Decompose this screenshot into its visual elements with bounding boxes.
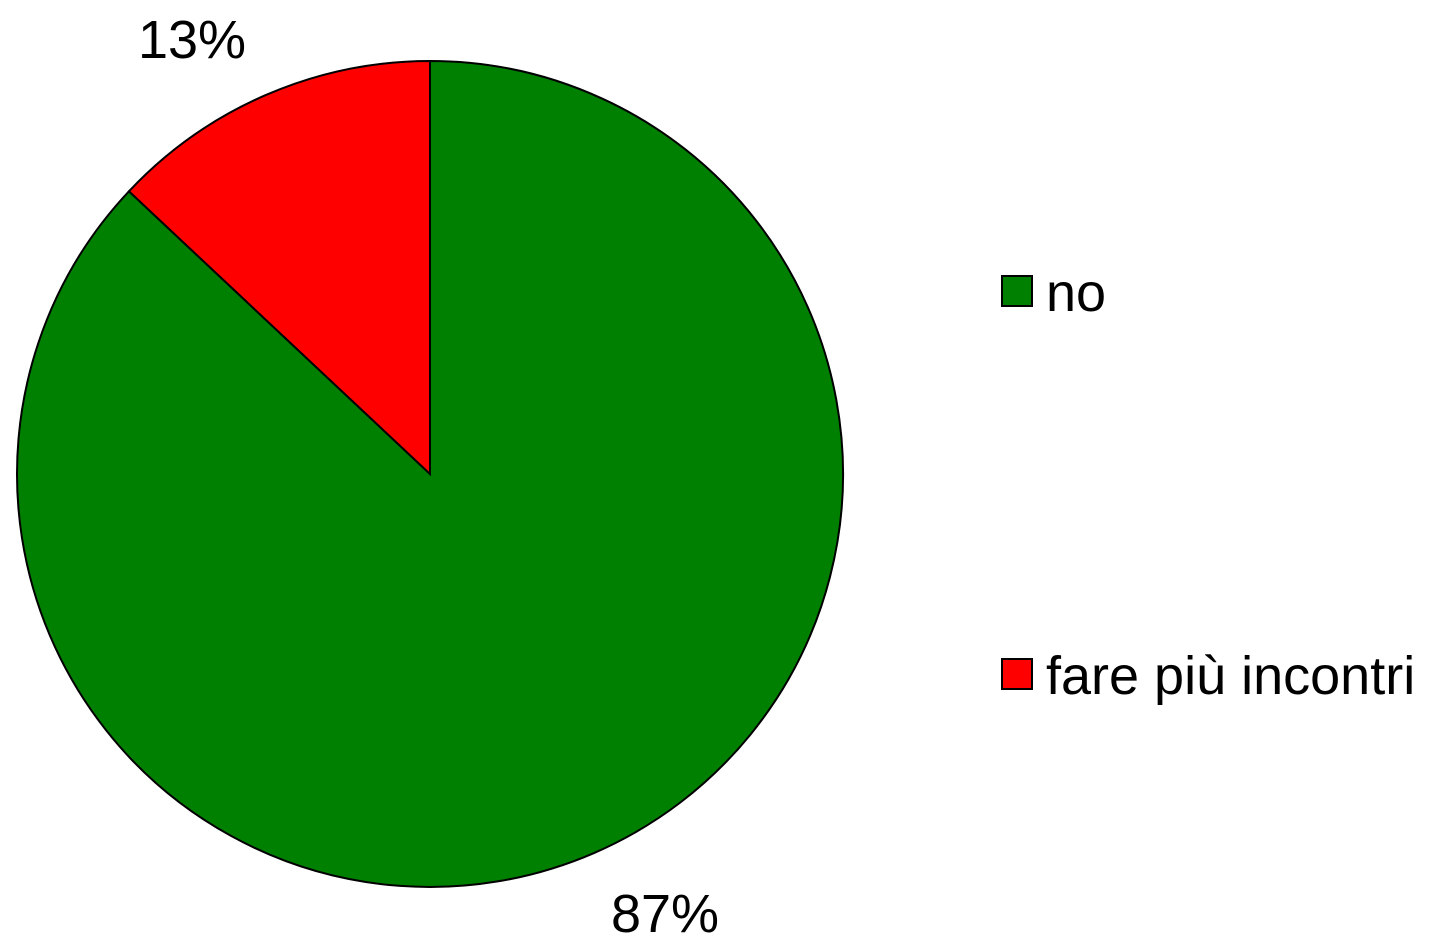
pie-slice-fare-pi-incontri [127, 59, 431, 477]
legend-item: fare più incontri [1001, 646, 1415, 706]
legend: no fare più incontri [1001, 263, 1415, 706]
slice-value-label: 13% [138, 10, 246, 70]
slice-value-label: 87% [611, 884, 719, 938]
legend-swatch [1001, 275, 1033, 307]
legend-item: no [1001, 263, 1106, 323]
legend-label: fare più incontri [1046, 646, 1415, 706]
pie-slices [16, 59, 844, 888]
legend-swatch [1001, 658, 1033, 690]
pie-value-labels: 87% 13% [138, 10, 719, 938]
legend-label: no [1046, 263, 1106, 323]
